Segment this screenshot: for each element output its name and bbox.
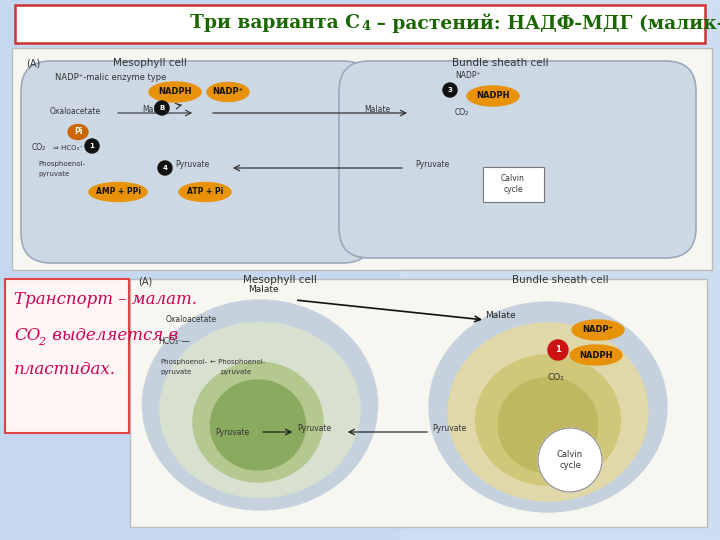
Text: Mesophyll cell: Mesophyll cell xyxy=(243,275,317,285)
Text: Pyruvate: Pyruvate xyxy=(432,424,467,433)
Text: CO₂: CO₂ xyxy=(548,373,565,382)
Text: CO₂: CO₂ xyxy=(32,143,46,152)
Text: B: B xyxy=(159,105,165,111)
Text: Bundle sheath cell: Bundle sheath cell xyxy=(512,275,608,285)
Text: NADP⁺: NADP⁺ xyxy=(582,326,613,334)
Text: Pyruvate: Pyruvate xyxy=(215,428,249,437)
Text: – растений: НАДФ-МДГ (малик-энзим): – растений: НАДФ-МДГ (малик-энзим) xyxy=(370,14,720,33)
FancyBboxPatch shape xyxy=(12,48,712,270)
Text: 4: 4 xyxy=(362,21,372,33)
FancyBboxPatch shape xyxy=(130,279,707,527)
FancyBboxPatch shape xyxy=(400,0,720,540)
Text: Phosphoenol-: Phosphoenol- xyxy=(38,161,85,167)
Text: NADPH: NADPH xyxy=(476,91,510,100)
Ellipse shape xyxy=(467,86,519,106)
Ellipse shape xyxy=(149,82,201,102)
Ellipse shape xyxy=(429,302,667,512)
Text: NADPH: NADPH xyxy=(158,87,192,97)
Text: CO₂: CO₂ xyxy=(455,108,469,117)
Ellipse shape xyxy=(89,183,147,201)
Circle shape xyxy=(85,139,99,153)
Ellipse shape xyxy=(179,183,231,201)
Text: Pyruvate: Pyruvate xyxy=(297,424,331,433)
Text: NADP⁺: NADP⁺ xyxy=(212,87,243,97)
Text: 3: 3 xyxy=(448,87,452,93)
Text: Pyruvate: Pyruvate xyxy=(415,160,449,169)
Text: Bundle sheath cell: Bundle sheath cell xyxy=(451,58,549,68)
Ellipse shape xyxy=(475,355,621,485)
Circle shape xyxy=(155,101,169,115)
Ellipse shape xyxy=(207,83,249,102)
Text: (A): (A) xyxy=(138,277,152,287)
Text: ATP + Pi: ATP + Pi xyxy=(187,187,223,197)
Ellipse shape xyxy=(448,323,648,501)
Ellipse shape xyxy=(572,320,624,340)
Text: Mesophyll cell: Mesophyll cell xyxy=(113,58,187,68)
Text: Три варианта С: Три варианта С xyxy=(190,14,360,32)
Text: Malate: Malate xyxy=(485,311,516,320)
Text: NADPH: NADPH xyxy=(580,350,613,360)
Ellipse shape xyxy=(210,380,305,470)
Text: Malate: Malate xyxy=(142,105,168,114)
Ellipse shape xyxy=(570,345,622,365)
FancyBboxPatch shape xyxy=(339,61,696,258)
Text: 1: 1 xyxy=(89,143,94,149)
Text: Oxaloacetate: Oxaloacetate xyxy=(50,107,101,116)
Ellipse shape xyxy=(160,322,360,497)
Text: Calvin
cycle: Calvin cycle xyxy=(501,174,525,194)
Ellipse shape xyxy=(498,377,598,472)
Text: pyruvate: pyruvate xyxy=(220,369,251,375)
Text: AMP + PPi: AMP + PPi xyxy=(96,187,140,197)
Text: Phosphoenol-: Phosphoenol- xyxy=(160,359,207,365)
FancyBboxPatch shape xyxy=(5,279,129,433)
Text: HCO₃⁻―: HCO₃⁻― xyxy=(158,337,189,346)
Text: Транспорт – малат.: Транспорт – малат. xyxy=(14,291,197,308)
Text: NADP⁺: NADP⁺ xyxy=(455,71,481,80)
Text: 2: 2 xyxy=(38,337,45,347)
Text: Pi: Pi xyxy=(74,127,82,137)
Text: 1: 1 xyxy=(555,346,561,354)
Text: NADP⁺-malic enzyme type: NADP⁺-malic enzyme type xyxy=(55,73,166,82)
Ellipse shape xyxy=(143,300,377,510)
Circle shape xyxy=(443,83,457,97)
Text: pyruvate: pyruvate xyxy=(38,171,69,177)
Circle shape xyxy=(538,428,602,492)
Circle shape xyxy=(158,161,172,175)
Ellipse shape xyxy=(68,125,88,139)
FancyBboxPatch shape xyxy=(482,166,544,201)
Text: выделяется в: выделяется в xyxy=(47,327,178,344)
Text: CO: CO xyxy=(14,327,40,344)
Text: пластидах.: пластидах. xyxy=(14,361,116,378)
Text: pyruvate: pyruvate xyxy=(160,369,192,375)
Text: Malate: Malate xyxy=(248,285,279,294)
Text: ← Phosphoenol-: ← Phosphoenol- xyxy=(210,359,265,365)
Text: Malate: Malate xyxy=(364,105,390,114)
FancyBboxPatch shape xyxy=(15,5,705,43)
Text: 4: 4 xyxy=(163,165,168,171)
Circle shape xyxy=(548,340,568,360)
Text: ⇒ HCO₃⁻: ⇒ HCO₃⁻ xyxy=(53,145,83,151)
Text: Oxaloacetate: Oxaloacetate xyxy=(166,315,217,324)
Ellipse shape xyxy=(193,362,323,482)
Text: Pyruvate: Pyruvate xyxy=(175,160,210,169)
Text: Calvin
cycle: Calvin cycle xyxy=(557,450,583,470)
Text: (A): (A) xyxy=(26,58,40,68)
FancyBboxPatch shape xyxy=(21,61,373,263)
